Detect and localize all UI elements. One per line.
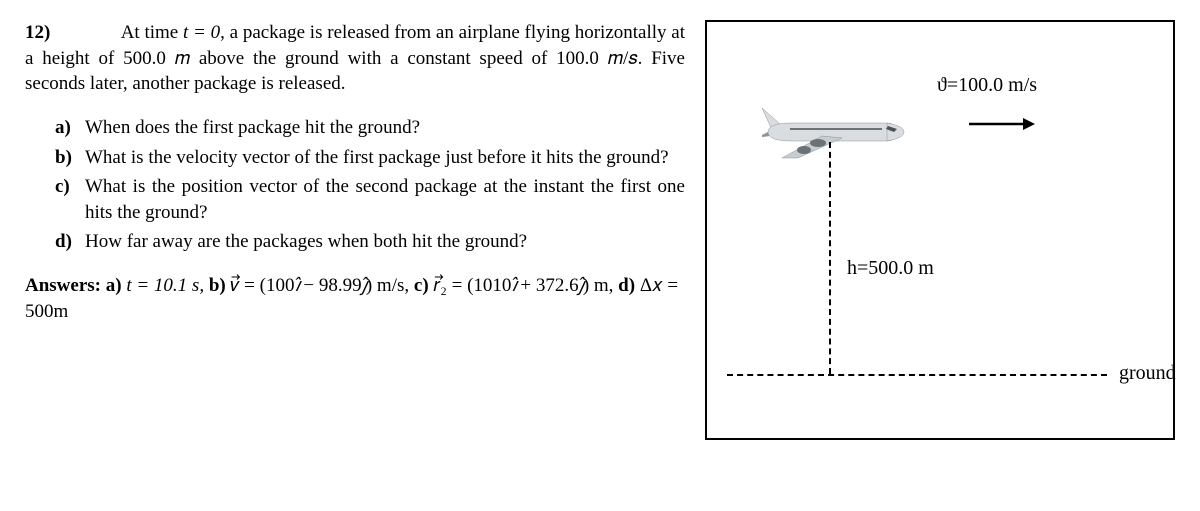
problem-intro: 12) At time t = 0, a package is released… <box>25 20 685 97</box>
part-b-text: What is the velocity vector of the first… <box>85 147 669 168</box>
part-a-label: a) <box>55 115 71 141</box>
answers-label: Answers: <box>25 275 101 296</box>
ans-a-text: t = 10.1 s, <box>122 275 209 296</box>
ans-b-label: b) <box>209 275 226 296</box>
answers-line: Answers: a) t = 10.1 s, b) 𝑣⃗ = (100𝚤̂ −… <box>25 273 685 324</box>
parts-list: a) When does the first package hit the g… <box>25 115 685 255</box>
problem-number: 12) <box>25 22 50 43</box>
part-d: d) How far away are the packages when bo… <box>55 229 685 255</box>
part-d-label: d) <box>55 229 72 255</box>
height-dashed-line <box>829 142 831 374</box>
ground-dashed-line <box>727 374 1107 376</box>
ground-label: ground <box>1119 362 1176 385</box>
part-d-text: How far away are the packages when both … <box>85 231 527 252</box>
ans-c-pre: 𝑟⃗₂ = (1010 <box>429 275 512 296</box>
ans-d-label: d) <box>618 275 635 296</box>
part-c: c) What is the position vector of the se… <box>55 174 685 225</box>
velocity-arrow-icon <box>967 114 1037 140</box>
part-b-label: b) <box>55 145 72 171</box>
diagram-panel: ϑ=100.0 m/s <box>705 20 1175 440</box>
part-c-label: c) <box>55 174 70 200</box>
ans-b-mid: − 98.99 <box>299 275 362 296</box>
ans-a-label: a) <box>106 275 122 296</box>
ans-c-post: ) m, <box>583 275 618 296</box>
ans-b-pre: 𝑣⃗ = (100 <box>226 275 295 296</box>
speed-label: ϑ=100.0 m/s <box>937 74 1037 97</box>
height-label: h=500.0 m <box>847 257 934 280</box>
intro-eq: t = 0 <box>183 22 220 43</box>
ans-c-label: c) <box>414 275 429 296</box>
part-a: a) When does the first package hit the g… <box>55 115 685 141</box>
part-b: b) What is the velocity vector of the fi… <box>55 145 685 171</box>
problem-text-column: 12) At time t = 0, a package is released… <box>25 20 685 324</box>
part-a-text: When does the first package hit the grou… <box>85 117 420 138</box>
airplane-icon <box>762 102 912 162</box>
ans-c-mid: + 372.6 <box>516 275 579 296</box>
part-c-text: What is the position vector of the secon… <box>85 176 685 223</box>
ans-b-post: ) m/s, <box>366 275 414 296</box>
intro-pre: At time <box>121 22 183 43</box>
